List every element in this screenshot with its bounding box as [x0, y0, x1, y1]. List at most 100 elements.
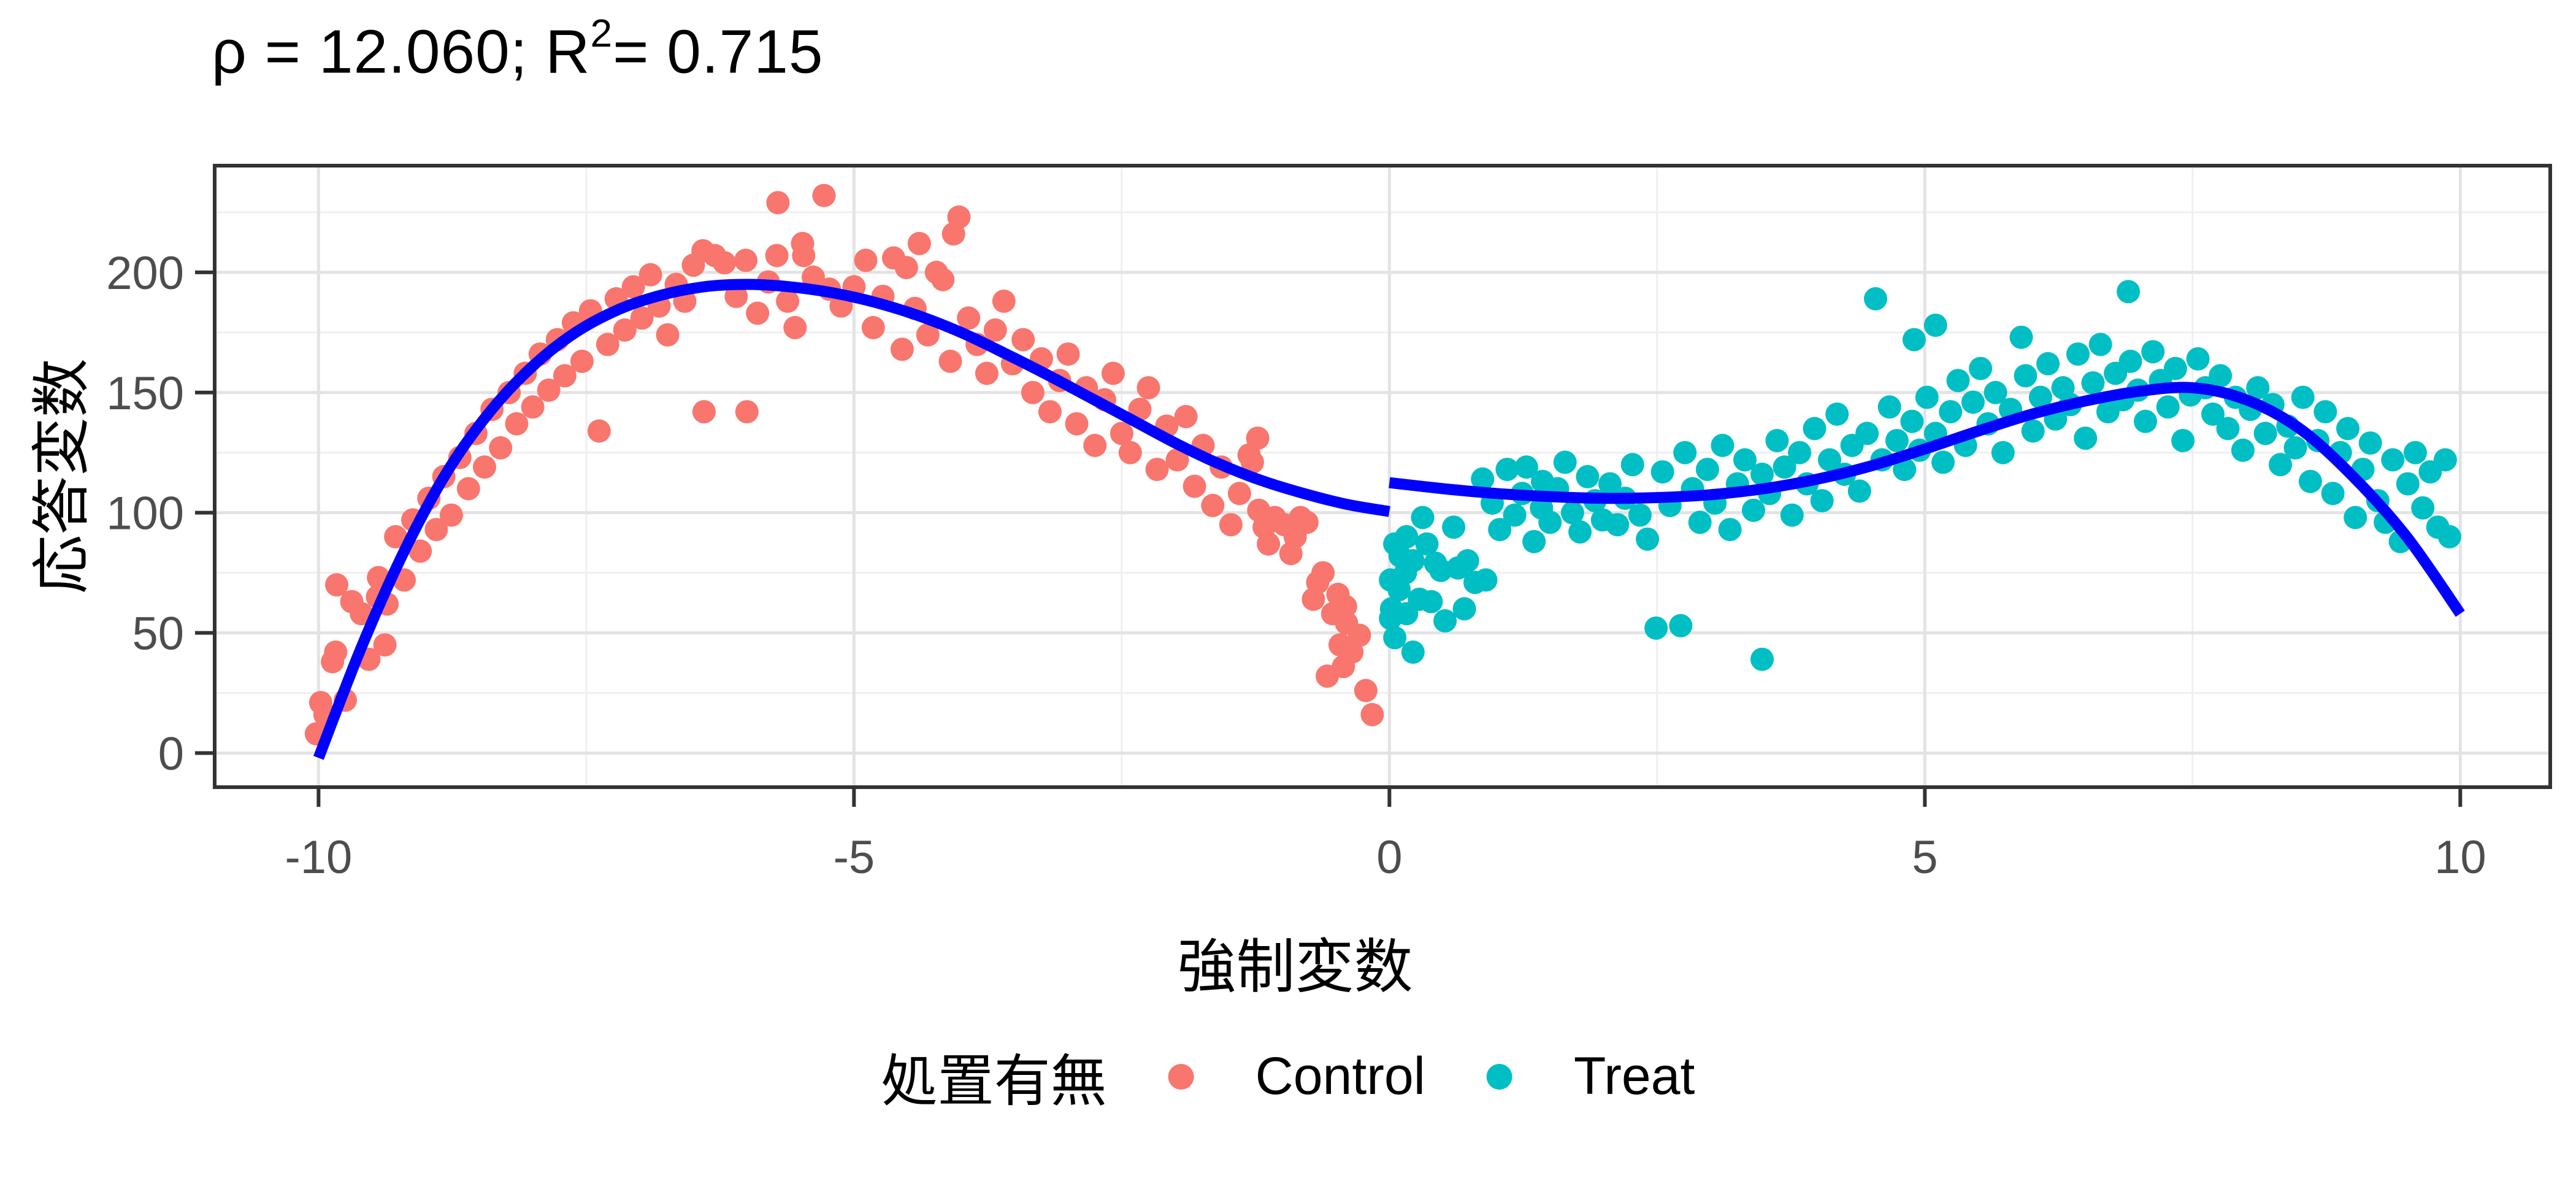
grid-major: [215, 166, 2550, 787]
scatter-point: [505, 412, 529, 436]
scatter-point: [2021, 419, 2045, 443]
scatter-point: [1893, 458, 1917, 482]
scatter-point: [1885, 429, 1909, 453]
scatter-point: [2344, 506, 2367, 529]
scatter-point: [1560, 501, 1584, 525]
scatter-point: [2209, 364, 2233, 388]
y-tick-label: 50: [132, 608, 184, 660]
scatter-point: [1227, 482, 1251, 506]
scatter-point: [1750, 647, 1774, 671]
scatter-point: [2411, 496, 2435, 520]
scatter-point: [2118, 349, 2142, 373]
scatter-point: [630, 306, 654, 330]
scatter-point: [1452, 597, 1476, 621]
scatter-point: [473, 455, 496, 479]
scatter-point: [2269, 453, 2292, 477]
scatter-point: [1110, 422, 1133, 445]
scatter-point: [408, 539, 432, 563]
scatter-point: [621, 275, 645, 299]
scatter-point: [1673, 441, 1697, 464]
legend-item-control: Control: [1168, 1046, 1425, 1107]
scatter-point: [2396, 472, 2420, 496]
axis-ticks: [195, 270, 2463, 807]
scatter-point: [1183, 474, 1206, 498]
scatter-point: [1415, 532, 1439, 556]
scatter-point: [656, 323, 680, 347]
scatter-point: [384, 525, 408, 549]
scatter-point: [373, 633, 397, 657]
scatter-point: [1240, 450, 1264, 474]
scatter-point: [2231, 438, 2255, 462]
scatter-point: [890, 337, 914, 361]
plot-title-superscript: 2: [590, 11, 613, 55]
scatter-point: [1101, 361, 1125, 385]
scatter-point: [861, 316, 885, 339]
x-tick-label: -5: [834, 831, 875, 884]
scatter-point: [489, 436, 513, 460]
scatter-point: [2253, 422, 2277, 445]
scatter-point: [1711, 434, 1735, 457]
scatter-point: [1961, 390, 1985, 414]
x-tick-label: 10: [2434, 831, 2486, 884]
scatter-point: [1636, 527, 1660, 551]
plot-title-prefix: ρ = 12.060; R: [212, 17, 591, 87]
scatter-point: [2156, 395, 2180, 419]
scatter-point: [1433, 609, 1457, 633]
series-treat: [1379, 280, 2461, 671]
scatter-point: [439, 503, 463, 527]
scatter-point: [1311, 561, 1335, 585]
data-layer: [304, 183, 2465, 760]
scatter-point: [1401, 640, 1425, 664]
scatter-point: [1568, 520, 1592, 544]
x-axis-title: 強制変数: [1177, 934, 1413, 1000]
scatter-point: [766, 191, 790, 215]
scatter-point: [1065, 412, 1089, 436]
plot-title: ρ = 12.060; R2= 0.715: [212, 11, 824, 90]
scatter-point: [724, 285, 748, 309]
scatter-point: [1803, 417, 1827, 441]
scatter-point: [2291, 385, 2315, 409]
scatter-point: [776, 289, 800, 313]
scatter-point: [746, 301, 770, 325]
scatter-point: [1455, 549, 1479, 572]
scatter-point: [521, 395, 545, 419]
y-tick-label: 0: [158, 728, 184, 780]
y-tick-label: 200: [106, 247, 184, 299]
scatter-point: [1137, 376, 1160, 399]
legend-title: 処置有無: [881, 1050, 1107, 1113]
scatter-point: [2216, 417, 2240, 441]
scatter-point: [1360, 703, 1384, 726]
scatter-point: [1257, 532, 1281, 556]
scatter-point: [916, 323, 940, 347]
scatter-point: [1201, 493, 1225, 517]
panel-border: [213, 164, 2552, 789]
scatter-point: [1576, 464, 1600, 488]
scatter-point: [975, 361, 999, 385]
scatter-point: [2321, 482, 2345, 506]
scatter-point: [1864, 287, 1887, 310]
scatter-point: [1401, 549, 1425, 572]
scatter-point: [812, 183, 836, 207]
scatter-point: [983, 318, 1007, 342]
scatter-point: [1644, 616, 1668, 640]
scatter-point: [1056, 342, 1080, 366]
scatter-point: [1333, 595, 1357, 618]
scatter-point: [1383, 626, 1407, 650]
scatter-point: [2141, 340, 2165, 364]
plot-title-suffix: = 0.715: [613, 17, 824, 87]
scatter-point: [2433, 448, 2457, 472]
scatter-point: [537, 378, 561, 402]
scatter-point: [2186, 347, 2210, 371]
scatter-point: [734, 248, 757, 272]
scatter-point: [1395, 525, 1419, 549]
scatter-point: [1429, 558, 1453, 582]
scatter-point: [765, 244, 789, 268]
scatter-point: [1118, 441, 1142, 464]
scatter-point: [1773, 455, 1796, 479]
scatter-point: [1750, 463, 1774, 486]
scatter-point: [2437, 525, 2461, 549]
y-tick-label: 150: [106, 368, 184, 420]
scatter-point: [1669, 614, 1693, 637]
scatter-point: [1939, 400, 1963, 424]
